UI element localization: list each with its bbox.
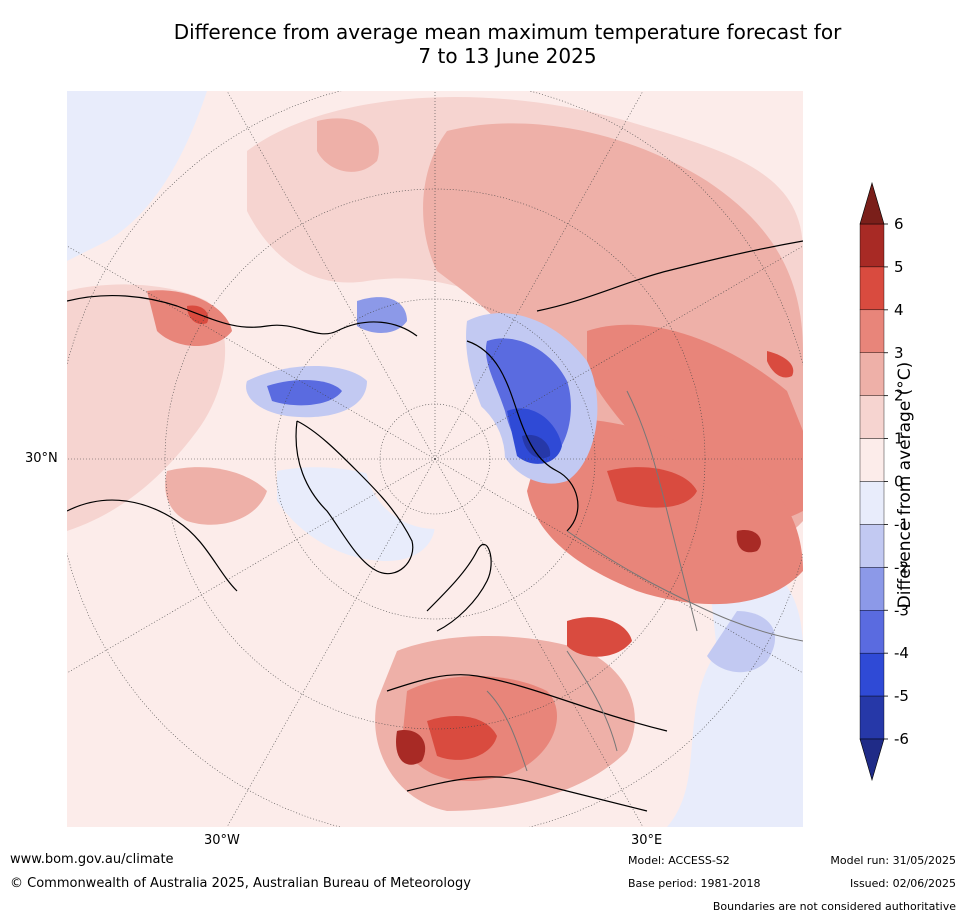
lon-label-30w: 30°W [204,833,240,848]
footer-copyright: © Commonwealth of Australia 2025, Austra… [10,876,471,891]
colorbar-bin [859,695,885,740]
colorbar-bin [859,567,885,611]
colorbar-min-arrow [859,738,885,782]
forecast-map [67,91,803,827]
colorbar-tick-label: -2 [894,558,909,576]
footer-issued: Issued: 02/06/2025 [849,877,956,890]
colorbar: 6 5 4 3 2 1 0 -1 -2 -3 -4 -5 -6 [850,180,960,790]
colorbar-tick-label: 4 [894,301,904,319]
title-line-2: 7 to 13 June 2025 [418,44,597,68]
graticule [67,91,803,827]
colorbar-bin [859,652,885,697]
colorbar-tick-label: -1 [894,515,909,533]
footer-disclaimer: Boundaries are not considered authoritat… [712,900,956,913]
footer-website[interactable]: www.bom.gov.au/climate [10,852,174,867]
colorbar-tick-label: -3 [894,601,909,619]
colorbar-label: Difference from average (°C) [895,361,915,609]
lat-label-30n: 30°N [25,451,58,466]
colorbar-tick-label: 5 [894,258,904,276]
lon-label-30e: 30°E [631,833,663,848]
colorbar-tick-label: 6 [894,215,904,233]
colorbar-tick-label: 2 [894,387,904,405]
colorbar-tick-label: 3 [894,344,904,362]
colorbar-tick-label: -5 [894,687,909,705]
colorbar-tick-label: 1 [894,430,904,448]
colorbar-bin [859,266,885,311]
colorbar-bin [859,610,885,654]
colorbar-bin [859,223,885,268]
colorbar-tick-label: 0 [894,473,904,491]
colorbar-bin [859,481,885,525]
colorbar-bin [859,524,885,568]
colorbar-bin [859,395,885,439]
colorbar-bin [859,309,885,353]
coastlines [67,240,803,812]
footer-model: Model: ACCESS-S2 [628,854,730,867]
footer-model-run: Model run: 31/05/2025 [830,854,956,867]
colorbar-max-arrow [859,181,885,225]
colorbar-tick-label: -4 [894,644,909,662]
colorbar-tick-label: -6 [894,730,909,748]
footer-base-period: Base period: 1981-2018 [628,877,761,890]
country-borders [486,390,803,772]
title-line-1: Difference from average mean maximum tem… [173,20,842,44]
map-title: Difference from average mean maximum tem… [0,20,965,68]
colorbar-bin [859,438,885,482]
colorbar-bin [859,352,885,396]
